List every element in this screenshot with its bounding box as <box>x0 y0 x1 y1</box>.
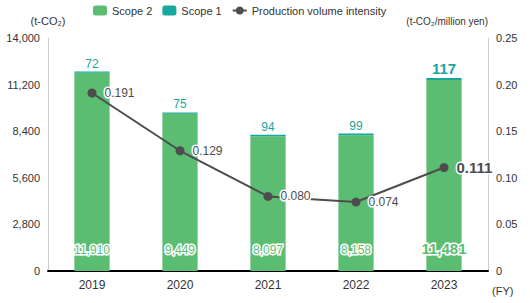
svg-text:Production volume intensity: Production volume intensity <box>252 5 387 17</box>
svg-text:0.080: 0.080 <box>281 189 311 203</box>
svg-text:99: 99 <box>349 119 363 133</box>
svg-text:8,400: 8,400 <box>12 125 40 137</box>
svg-text:8,158: 8,158 <box>341 243 371 257</box>
svg-text:94: 94 <box>261 120 275 134</box>
svg-text:5,600: 5,600 <box>12 172 40 184</box>
svg-text:2023: 2023 <box>431 278 458 292</box>
svg-text:0.15: 0.15 <box>496 125 517 137</box>
svg-text:0.191: 0.191 <box>105 86 135 100</box>
svg-text:0: 0 <box>34 265 40 277</box>
svg-text:Scope 2: Scope 2 <box>112 5 152 17</box>
svg-text:11,200: 11,200 <box>7 79 40 91</box>
svg-text:0: 0 <box>496 265 502 277</box>
svg-text:14,000: 14,000 <box>6 32 40 44</box>
svg-text:2019: 2019 <box>79 278 106 292</box>
svg-text:0.05: 0.05 <box>496 218 517 230</box>
svg-text:2022: 2022 <box>343 278 370 292</box>
svg-text:0.25: 0.25 <box>496 32 517 44</box>
svg-text:117: 117 <box>432 60 456 77</box>
svg-text:11,910: 11,910 <box>74 243 110 257</box>
svg-text:(FY): (FY) <box>492 285 513 297</box>
svg-text:2020: 2020 <box>167 278 194 292</box>
svg-text:8,097: 8,097 <box>253 243 283 257</box>
svg-text:72: 72 <box>85 57 99 71</box>
svg-text:11,481: 11,481 <box>421 240 466 257</box>
svg-text:0.129: 0.129 <box>193 144 223 158</box>
svg-text:9,449: 9,449 <box>165 243 195 257</box>
svg-text:2021: 2021 <box>255 278 282 292</box>
svg-text:0.074: 0.074 <box>369 195 399 209</box>
svg-text:0.20: 0.20 <box>496 79 517 91</box>
svg-text:(t-CO₂/million yen): (t-CO₂/million yen) <box>406 16 488 27</box>
svg-text:2,800: 2,800 <box>12 218 40 230</box>
svg-text:75: 75 <box>173 97 187 111</box>
svg-text:0.10: 0.10 <box>496 172 517 184</box>
svg-text:Scope 1: Scope 1 <box>181 5 221 17</box>
svg-text:(t-CO₂): (t-CO₂) <box>31 15 66 27</box>
svg-text:0.111: 0.111 <box>457 159 493 176</box>
